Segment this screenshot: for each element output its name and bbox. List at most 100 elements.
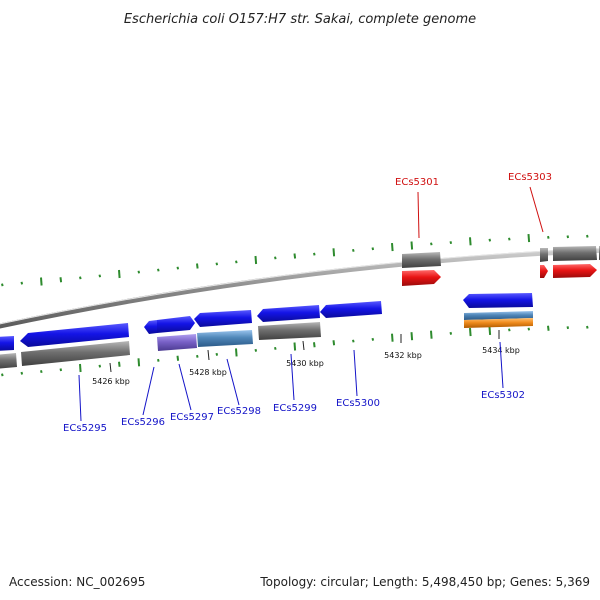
gc-tick	[293, 342, 297, 351]
gc-tick	[1, 283, 4, 287]
gc-tick	[527, 234, 531, 243]
cds-ecs5299[interactable]	[257, 305, 320, 322]
gc-tick	[332, 248, 336, 257]
scale-label-5428: 5428 kbp	[189, 368, 227, 377]
gc-tick	[371, 247, 375, 251]
feature-steel-ecs5302[interactable]	[464, 311, 533, 320]
gc-tick	[449, 331, 453, 335]
gc-tick	[488, 238, 492, 242]
gc-tick	[196, 263, 199, 269]
cds-ecs5297[interactable]	[157, 316, 195, 333]
scale-labels: 5426 kbp 5428 kbp 5430 kbp 5432 kbp 5434…	[92, 346, 520, 386]
gc-tick	[254, 348, 258, 352]
genome-backbone	[0, 247, 600, 329]
gc-tick	[293, 253, 297, 259]
cds-ecs5302[interactable]	[463, 293, 533, 308]
gc-tick	[391, 333, 394, 342]
gc-tick	[488, 326, 492, 335]
scale-ticks	[109, 330, 500, 373]
leader-ecs5302	[499, 341, 504, 389]
gc-tick	[79, 363, 82, 373]
gc-tick	[157, 268, 160, 272]
label-leaders	[78, 186, 544, 422]
cds-ecs5301[interactable]	[402, 270, 441, 286]
cds-ecs5296[interactable]	[144, 320, 157, 334]
feature-gray-ecs5303-a[interactable]	[540, 248, 548, 262]
gene-label-ecs5301[interactable]: ECs5301	[395, 177, 439, 188]
gc-tick	[1, 373, 4, 377]
gc-tick	[20, 281, 24, 285]
gc-tick	[371, 337, 375, 341]
gc-tick	[137, 270, 141, 274]
gene-label-ecs5295[interactable]: ECs5295	[63, 423, 107, 434]
gc-tick	[508, 237, 511, 241]
forward-cds-track	[0, 293, 533, 351]
feature-orange-ecs5302[interactable]	[464, 318, 533, 328]
gene-label-ecs5300[interactable]: ECs5300	[336, 398, 380, 409]
feature-gray-ecs5295[interactable]	[21, 341, 130, 366]
gc-tick	[40, 277, 43, 286]
gc-tick	[332, 340, 336, 346]
forward-feature-track	[0, 311, 533, 369]
feature-gray-ecs5301[interactable]	[402, 252, 441, 268]
gc-tick	[254, 255, 258, 265]
gc-tick	[176, 266, 180, 270]
gc-tick	[352, 339, 355, 343]
feature-gray-ecs5299[interactable]	[258, 322, 321, 340]
scale-label-5432: 5432 kbp	[384, 351, 422, 360]
gc-tick	[566, 326, 570, 330]
gene-label-ecs5299[interactable]: ECs5299	[273, 403, 317, 414]
gc-tick	[274, 256, 277, 260]
gc-tick	[274, 346, 277, 350]
gc-content-track-inner	[1, 325, 589, 377]
gc-tick	[20, 371, 24, 375]
gc-tick	[235, 260, 238, 264]
feature-gray-left-partial[interactable]	[0, 353, 17, 369]
gc-tick	[176, 355, 180, 361]
genome-backbone-highlight	[0, 247, 600, 325]
cds-ecs5303-a[interactable]	[540, 265, 548, 278]
gc-tick	[313, 342, 316, 348]
gc-tick	[59, 368, 63, 372]
feature-steel-ecs5298[interactable]	[197, 330, 253, 347]
scale-tick-5428	[207, 349, 210, 361]
gc-tick	[59, 277, 63, 283]
gc-tick	[196, 354, 199, 358]
leader-ecs5303	[529, 186, 544, 233]
cds-ecs5294-partial[interactable]	[0, 336, 14, 351]
gc-tick	[586, 234, 589, 238]
cds-ecs5300[interactable]	[320, 301, 382, 318]
gc-content-track-outer	[1, 234, 589, 287]
gene-label-ecs5302[interactable]: ECs5302	[481, 390, 525, 401]
cds-ecs5295[interactable]	[20, 323, 129, 347]
gc-tick	[547, 235, 550, 239]
gc-tick	[215, 352, 219, 356]
gc-tick	[430, 330, 433, 339]
gc-tick	[547, 325, 550, 331]
gc-tick	[98, 364, 102, 368]
gc-tick	[410, 241, 414, 250]
gene-label-ecs5297[interactable]: ECs5297	[170, 412, 214, 423]
gene-label-ecs5298[interactable]: ECs5298	[217, 406, 261, 417]
gene-label-ecs5303[interactable]: ECs5303	[508, 172, 552, 183]
gc-tick	[118, 269, 121, 279]
gc-tick	[469, 237, 472, 246]
reverse-feature-track	[402, 246, 600, 286]
scale-label-5426: 5426 kbp	[92, 377, 130, 386]
gc-tick	[410, 332, 414, 341]
feature-gray-ecs5303-b[interactable]	[553, 246, 597, 261]
feature-purple-ecs5297[interactable]	[157, 334, 197, 351]
gc-tick	[527, 327, 531, 331]
gc-tick	[157, 358, 160, 362]
genome-summary-text: Topology: circular; Length: 5,498,450 bp…	[259, 575, 590, 589]
cds-ecs5298[interactable]	[194, 310, 252, 327]
scale-tick-5430	[302, 340, 305, 351]
gc-tick	[469, 328, 472, 337]
scale-tick-5426	[109, 362, 112, 373]
gc-tick	[313, 252, 316, 256]
leader-ecs5299	[290, 353, 295, 401]
cds-ecs5303-b[interactable]	[553, 264, 597, 278]
gene-label-ecs5296[interactable]: ECs5296	[121, 417, 165, 428]
leader-ecs5300	[353, 349, 358, 397]
